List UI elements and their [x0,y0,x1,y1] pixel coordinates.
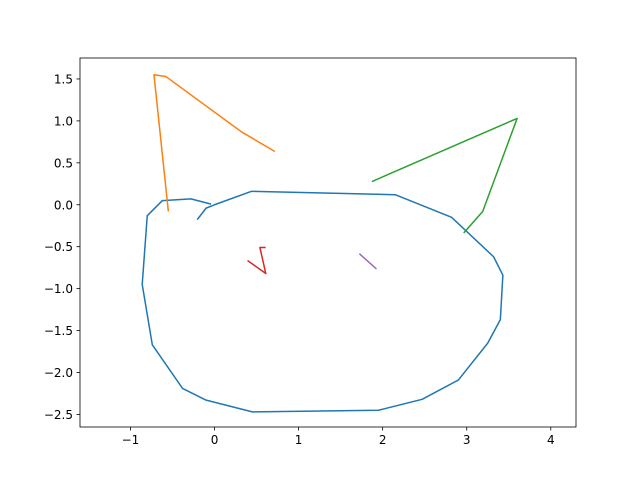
x-tick-label: 3 [463,433,471,447]
x-tick-label: 4 [547,433,555,447]
series-layer [141,74,518,413]
y-tick-label: −1.5 [44,324,73,338]
series-line-4 [247,246,267,275]
axes-frame [79,57,577,428]
y-tick-label: 1.0 [54,114,73,128]
x-tick-label: 0 [211,433,219,447]
y-tick-label: −0.5 [44,240,73,254]
series-line-5 [358,253,377,270]
series-line-3 [371,117,518,234]
y-tick-label: 0.0 [54,198,73,212]
x-tick-label: 2 [379,433,387,447]
y-tick-label: −1.0 [44,282,73,296]
x-tick-label: −1 [122,433,140,447]
series-line-1 [141,190,504,413]
y-tick-label: −2.5 [44,408,73,422]
y-tick-label: −2.0 [44,366,73,380]
axes-layer: −1 0 1 2 3 4 1.5 1.0 0.5 0.0 −0.5 −1.0 −1.5 −2.0 −2.5 [44,57,577,447]
series-line-2 [153,74,276,212]
y-tick-label: 1.5 [54,72,73,86]
y-tick-label: 0.5 [54,156,73,170]
x-tick-label: 1 [295,433,303,447]
